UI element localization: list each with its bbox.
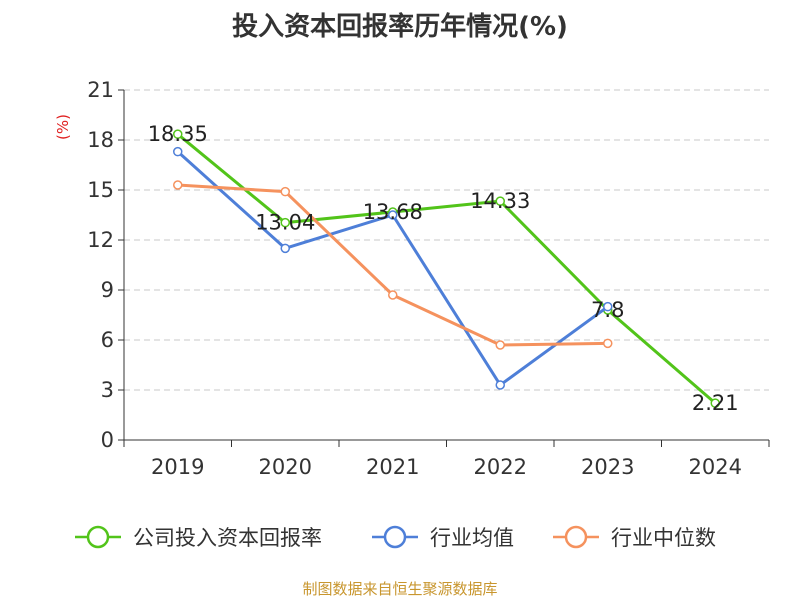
data-point [388, 210, 398, 220]
x-tick-label: 2020 [259, 455, 312, 479]
data-point [173, 146, 183, 157]
data-label: 7.8 [591, 298, 624, 322]
y-axis-label: (%) [54, 114, 72, 140]
data-point [495, 340, 505, 350]
data-point [280, 217, 290, 228]
series-2 [173, 146, 613, 390]
data-label: 18.35 [148, 122, 208, 146]
data-label: 13.68 [363, 200, 423, 224]
source-note: 制图数据来自恒生聚源数据库 [302, 580, 498, 598]
series-layer [173, 129, 720, 408]
y-tick-label: 9 [101, 278, 114, 302]
legend-item-3: 行业中位数 [553, 525, 716, 550]
data-label: 2.21 [692, 391, 739, 415]
legend-marker [86, 525, 110, 549]
data-point [388, 290, 398, 300]
legend-label: 公司投入资本回报率 [133, 526, 322, 550]
series-1 [173, 129, 720, 408]
x-tick-label: 2023 [581, 455, 634, 479]
series-line [176, 133, 717, 405]
legend-item-1: 公司投入资本回报率 [75, 525, 322, 550]
x-tick-label: 2021 [366, 455, 419, 479]
data-point [603, 338, 613, 349]
data-point [603, 301, 613, 312]
data-point [495, 380, 505, 390]
y-tick-label: 12 [87, 228, 114, 252]
data-label: 14.33 [470, 189, 530, 213]
y-tick-label: 18 [87, 128, 114, 152]
y-tick-labels: 0 3 6 9 12 15 18 21 [87, 78, 114, 452]
data-point [280, 243, 290, 254]
data-point [710, 398, 720, 408]
axes [118, 89, 770, 447]
y-tick-label: 0 [101, 428, 114, 452]
x-tick-labels: 2019 2020 2021 2022 2023 2024 [151, 455, 742, 479]
legend-label: 行业均值 [430, 526, 514, 550]
legend-marker [383, 525, 407, 549]
legend-marker [564, 525, 588, 549]
legend-item-2: 行业均值 [372, 525, 514, 550]
y-tick-label: 15 [87, 178, 114, 202]
x-tick-label: 2024 [689, 455, 742, 479]
y-tick-label: 21 [87, 78, 114, 102]
data-point [495, 196, 505, 206]
grid-lines [124, 89, 769, 391]
series-3 [173, 180, 613, 350]
data-point [280, 186, 290, 197]
y-tick-label: 6 [101, 328, 114, 352]
y-tick-label: 3 [101, 378, 114, 402]
data-label: 13.04 [255, 211, 315, 235]
x-tick-label: 2022 [474, 455, 527, 479]
legend: 公司投入资本回报率 行业均值 行业中位数 [75, 525, 716, 550]
data-labels: 18.35 13.04 13.68 14.33 7.8 2.21 [148, 122, 739, 415]
x-tick-label: 2019 [151, 455, 204, 479]
data-point [173, 180, 183, 190]
chart-title: 投入资本回报率历年情况(%) [232, 12, 568, 42]
data-point [173, 129, 183, 139]
legend-label: 行业中位数 [611, 526, 716, 550]
